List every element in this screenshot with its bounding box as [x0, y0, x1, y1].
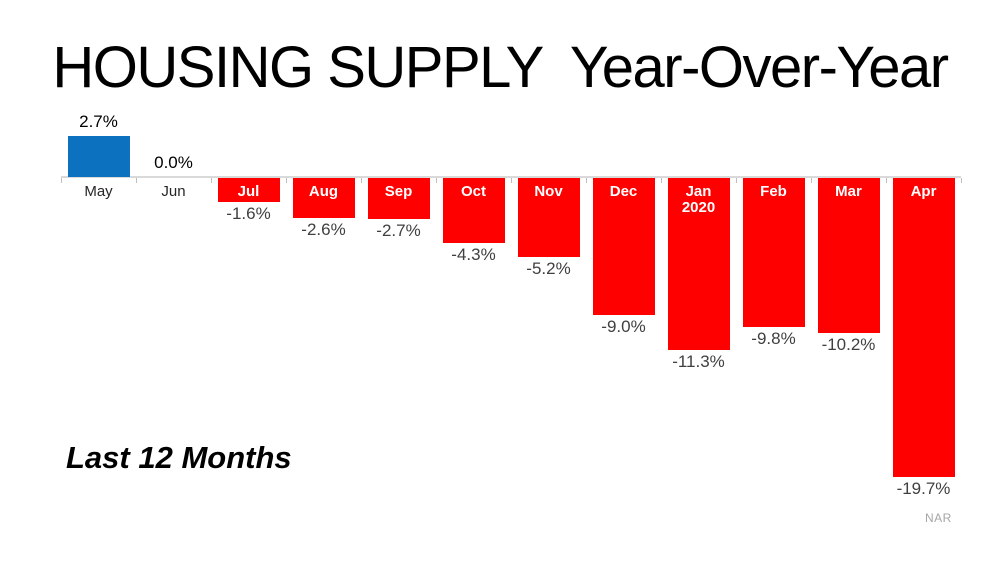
category-label-nov: Nov [534, 183, 563, 200]
value-label-aug: -2.6% [301, 220, 346, 239]
x-axis-tick [286, 178, 287, 183]
category-label-dec: Dec [609, 183, 638, 200]
x-axis-tick [436, 178, 437, 183]
bar-aug [292, 178, 355, 218]
value-label-jun: 0.0% [154, 153, 193, 172]
source-credit: NAR [925, 511, 952, 525]
value-label-jan-2020: -11.3% [672, 352, 725, 371]
value-label-may: 2.7% [79, 112, 118, 131]
category-label-aug: Aug [308, 183, 339, 200]
category-label-oct: Oct [460, 183, 486, 200]
value-label-oct: -4.3% [451, 245, 496, 264]
value-label-nov: -5.2% [526, 259, 571, 278]
value-label-mar: -10.2% [821, 335, 876, 354]
bar-nov [517, 178, 580, 257]
x-axis-tick [211, 178, 212, 183]
bar-sep [367, 178, 430, 219]
x-axis-tick [886, 178, 887, 183]
bar-feb [742, 178, 805, 327]
category-label-jun: Jun [161, 183, 186, 200]
category-label-may: May [84, 183, 113, 200]
chart-title: HOUSING SUPPLY Year-Over-Year [52, 35, 949, 100]
x-axis-tick [661, 178, 662, 183]
value-label-apr: -19.7% [896, 479, 951, 498]
annotation-last-12-months: Last 12 Months [66, 440, 292, 475]
value-label-sep: -2.7% [376, 221, 421, 240]
category-label-mar: Mar [835, 183, 862, 200]
category-label-apr: Apr [910, 183, 937, 200]
bar-mar [817, 178, 880, 333]
category-label-jul: Jul [237, 183, 260, 200]
bar-may [67, 136, 130, 177]
bar-apr [892, 178, 955, 477]
x-axis-tick [586, 178, 587, 183]
value-label-dec: -9.0% [601, 317, 646, 336]
x-axis-tick [511, 178, 512, 183]
x-axis-tick [736, 178, 737, 183]
category-label-jan-2020: Jan 2020 [681, 183, 716, 216]
value-label-jul: -1.6% [226, 204, 271, 223]
x-axis-tick [811, 178, 812, 183]
bar-jul [217, 178, 280, 202]
x-axis-tick [61, 178, 62, 183]
value-label-feb: -9.8% [751, 329, 796, 348]
bar-jan-2020 [667, 178, 730, 350]
bar-oct [442, 178, 505, 243]
x-axis-tick [361, 178, 362, 183]
x-axis-line [61, 176, 961, 178]
category-label-feb: Feb [760, 183, 787, 200]
x-axis-tick [136, 178, 137, 183]
category-label-sep: Sep [384, 183, 413, 200]
x-axis-tick [961, 178, 962, 183]
bar-dec [592, 178, 655, 315]
